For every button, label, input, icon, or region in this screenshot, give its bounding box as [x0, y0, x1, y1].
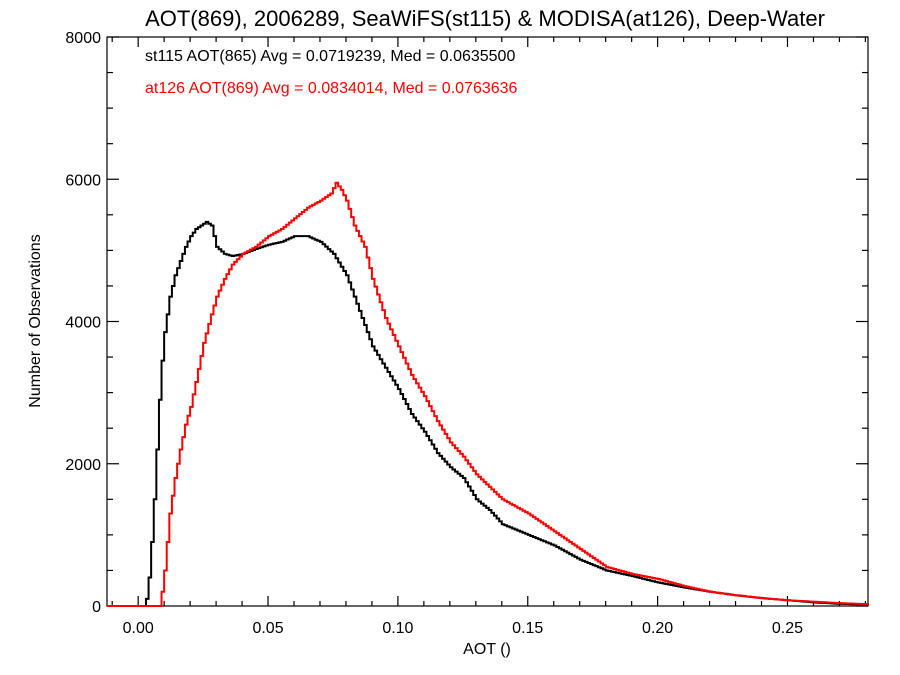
y-tick-label: 8000: [65, 30, 101, 47]
y-tick-label: 6000: [65, 172, 101, 189]
y-axis-label: Number of Observations: [27, 234, 44, 407]
x-tick-label: 0.15: [512, 620, 543, 637]
series-at126-line: [107, 181, 869, 607]
y-tick-label: 4000: [65, 315, 101, 332]
y-tick-label: 0: [92, 599, 101, 616]
x-axis-ticks: 0.00 0.05 0.10 0.15 0.20 0.25: [111, 37, 867, 637]
x-tick-label: 0.10: [382, 620, 413, 637]
x-tick-label: 0.20: [642, 620, 673, 637]
series-layer: [107, 181, 869, 607]
y-tick-label: 2000: [65, 457, 101, 474]
stats-annotation-st115: st115 AOT(865) Avg = 0.0719239, Med = 0.…: [145, 48, 515, 65]
stats-annotation-at126: at126 AOT(869) Avg = 0.0834014, Med = 0.…: [145, 80, 518, 97]
series-st115-line: [107, 220, 869, 607]
chart-title: AOT(869), 2006289, SeaWiFS(st115) & MODI…: [145, 6, 825, 31]
y-axis-ticks: 0 2000 4000 6000 8000: [65, 30, 868, 616]
x-tick-label: 0.00: [123, 620, 154, 637]
x-axis-label: AOT (): [463, 641, 511, 658]
x-tick-label: 0.25: [772, 620, 803, 637]
x-tick-label: 0.05: [252, 620, 283, 637]
plot-frame: [106, 36, 869, 607]
